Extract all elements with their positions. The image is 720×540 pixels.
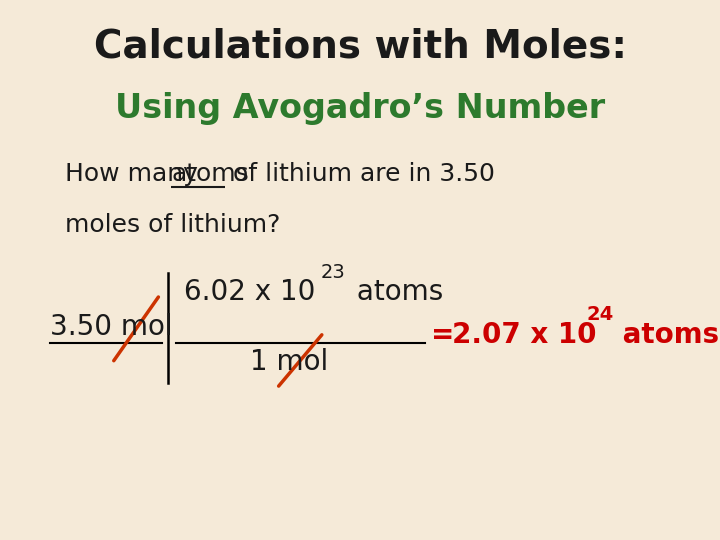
Text: 3.50 mol: 3.50 mol bbox=[50, 313, 173, 341]
Text: 6.02 x 10: 6.02 x 10 bbox=[184, 278, 315, 306]
Text: atoms: atoms bbox=[171, 162, 249, 186]
Text: 23: 23 bbox=[320, 263, 345, 282]
Text: atoms: atoms bbox=[613, 321, 719, 349]
Text: of lithium are in 3.50: of lithium are in 3.50 bbox=[225, 162, 495, 186]
Text: moles of lithium?: moles of lithium? bbox=[65, 213, 280, 237]
Text: =: = bbox=[431, 321, 454, 349]
Text: How many: How many bbox=[65, 162, 206, 186]
Text: Using Avogadro’s Number: Using Avogadro’s Number bbox=[115, 92, 605, 125]
Text: atoms: atoms bbox=[348, 278, 443, 306]
Text: 1 mol: 1 mol bbox=[250, 348, 328, 376]
Text: Calculations with Moles:: Calculations with Moles: bbox=[94, 27, 626, 65]
Text: 2.07 x 10: 2.07 x 10 bbox=[452, 321, 597, 349]
Text: 24: 24 bbox=[587, 305, 614, 324]
